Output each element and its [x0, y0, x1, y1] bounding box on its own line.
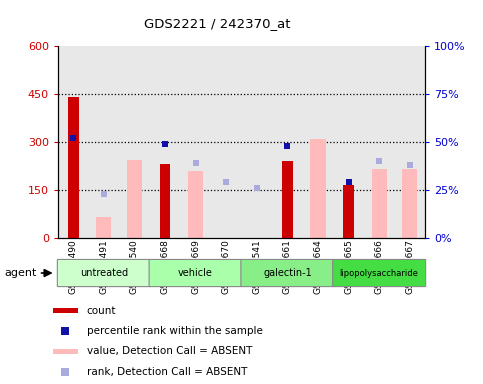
Text: GDS2221 / 242370_at: GDS2221 / 242370_at	[144, 17, 291, 30]
Bar	[53, 308, 78, 313]
FancyBboxPatch shape	[333, 260, 426, 286]
Text: rank, Detection Call = ABSENT: rank, Detection Call = ABSENT	[86, 367, 247, 377]
Bar	[68, 97, 79, 238]
Text: untreated: untreated	[80, 268, 128, 278]
Text: percentile rank within the sample: percentile rank within the sample	[86, 326, 262, 336]
Text: count: count	[86, 306, 116, 316]
Bar	[311, 139, 326, 238]
Bar	[282, 161, 293, 238]
Bar	[188, 171, 203, 238]
FancyBboxPatch shape	[57, 260, 150, 286]
Text: vehicle: vehicle	[178, 268, 213, 278]
Bar	[160, 164, 170, 238]
Text: lipopolysaccharide: lipopolysaccharide	[340, 268, 419, 278]
Bar	[343, 185, 354, 238]
Bar	[127, 160, 142, 238]
FancyBboxPatch shape	[149, 260, 242, 286]
FancyBboxPatch shape	[241, 260, 334, 286]
Bar	[371, 169, 387, 238]
Text: value, Detection Call = ABSENT: value, Detection Call = ABSENT	[86, 346, 252, 356]
Text: agent: agent	[5, 268, 37, 278]
Bar	[96, 217, 112, 238]
Text: galectin-1: galectin-1	[263, 268, 312, 278]
Bar	[53, 349, 78, 354]
Bar	[402, 169, 417, 238]
